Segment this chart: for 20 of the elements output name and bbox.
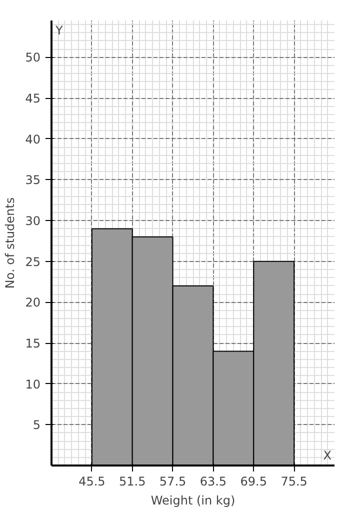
y-tick-label: 35 xyxy=(25,173,41,188)
x-tick-label: 45.5 xyxy=(78,474,106,488)
y-tick-label: 10 xyxy=(25,377,41,392)
y-tick-label: 40 xyxy=(25,132,41,146)
annotation: Y xyxy=(54,24,64,38)
y-tick-label: 50 xyxy=(25,50,41,65)
x-tick-label: 63.5 xyxy=(200,474,227,488)
x-tick-label: 69.5 xyxy=(240,474,267,488)
y-tick-label: 45 xyxy=(25,92,41,106)
x-tick-label: 51.5 xyxy=(119,474,146,488)
y-tick-label: 20 xyxy=(25,296,41,310)
x-tick-label: 57.5 xyxy=(159,474,186,488)
x-tick-label: 75.5 xyxy=(280,474,308,488)
y-axis-title: No. of students xyxy=(3,197,18,289)
y-tick-label: 25 xyxy=(25,254,41,269)
y-tick-label: 30 xyxy=(25,214,41,228)
y-tick-label: 5 xyxy=(32,418,41,432)
x-axis-title: Weight (in kg) xyxy=(150,494,236,508)
y-tick-label: 15 xyxy=(25,336,41,351)
annotation: X xyxy=(323,448,332,462)
